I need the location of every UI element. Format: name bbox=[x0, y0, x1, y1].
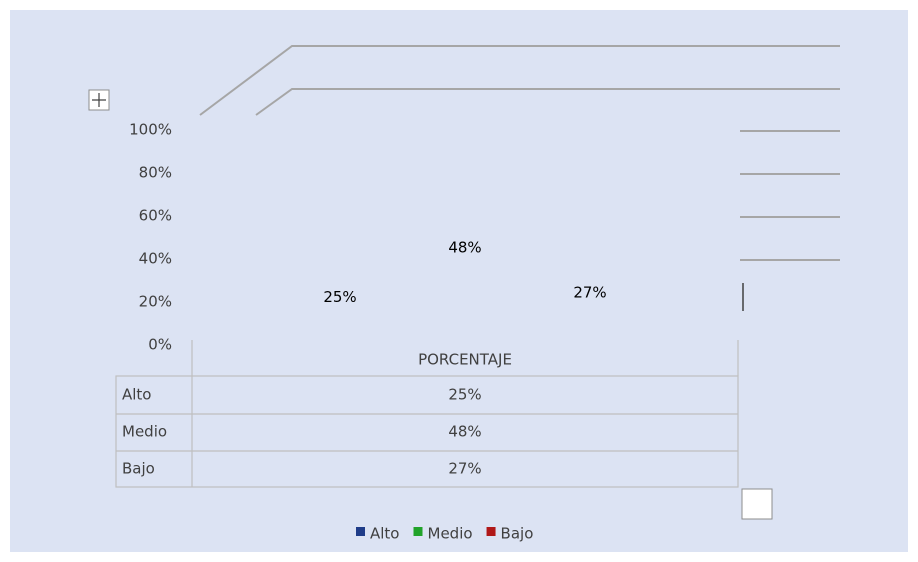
y-tick-label: 20% bbox=[139, 293, 172, 311]
table-row-name: Bajo bbox=[122, 460, 155, 478]
resize-handle[interactable] bbox=[741, 488, 773, 520]
legend-label: Bajo bbox=[501, 525, 534, 543]
legend-label: Medio bbox=[428, 525, 473, 543]
table-row-name: Alto bbox=[122, 386, 152, 404]
data-label: 27% bbox=[573, 283, 606, 301]
move-icon bbox=[92, 93, 106, 107]
table-value: 27% bbox=[448, 460, 481, 478]
y-tick-label: 80% bbox=[139, 164, 172, 182]
y-tick-label: 60% bbox=[139, 207, 172, 225]
table-value: 25% bbox=[448, 386, 481, 404]
legend-swatch bbox=[486, 527, 496, 536]
decoration bbox=[199, 45, 840, 116]
data-label: 25% bbox=[323, 288, 356, 306]
bar bbox=[410, 242, 520, 345]
y-tick-label: 100% bbox=[129, 121, 172, 139]
y-tick-label: 40% bbox=[139, 250, 172, 268]
y-tick-label: 0% bbox=[148, 336, 172, 354]
decoration bbox=[255, 88, 840, 116]
table-row-name: Medio bbox=[122, 423, 167, 441]
table-value: 48% bbox=[448, 423, 481, 441]
category-header: PORCENTAJE bbox=[418, 351, 512, 369]
table-border bbox=[115, 375, 739, 488]
data-label: 48% bbox=[448, 238, 481, 256]
legend-swatch bbox=[356, 527, 365, 536]
legend-swatch bbox=[413, 527, 423, 536]
legend-label: Alto bbox=[370, 525, 400, 543]
chart-area bbox=[10, 10, 908, 552]
